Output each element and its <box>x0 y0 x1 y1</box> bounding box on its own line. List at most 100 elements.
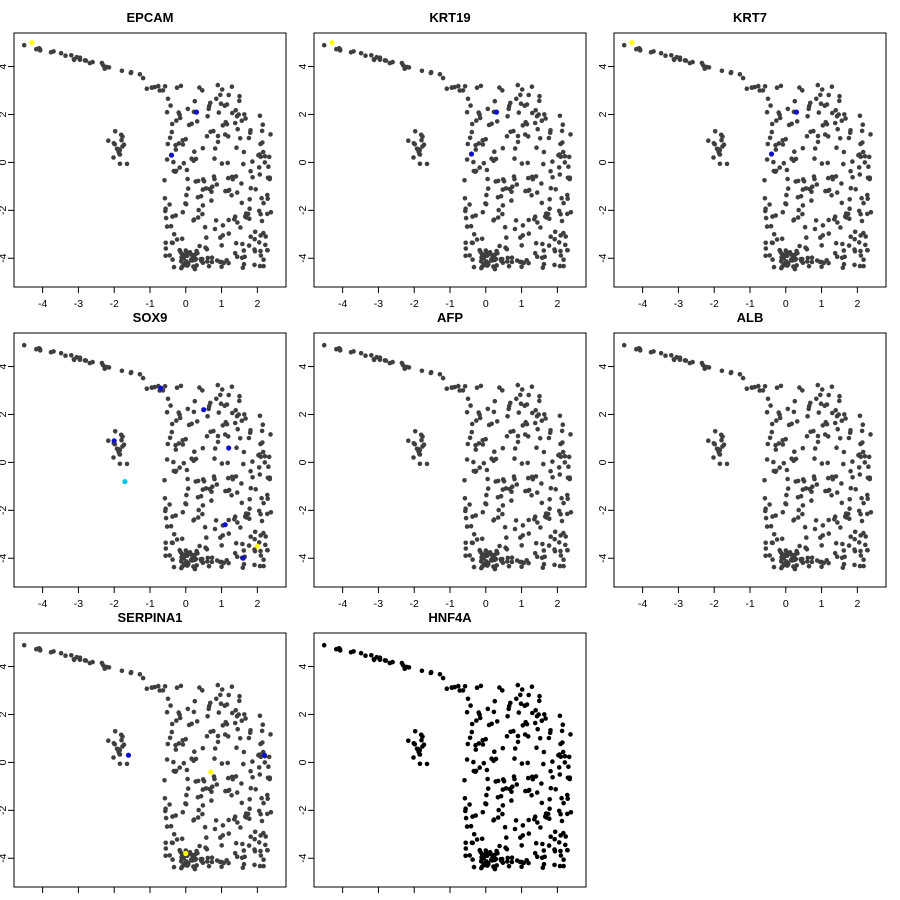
cell-point <box>219 461 225 466</box>
cell-point <box>771 264 777 270</box>
cell-point <box>789 456 794 462</box>
cell-point <box>192 749 197 754</box>
cell-point <box>552 829 558 835</box>
cell-point <box>525 460 530 466</box>
cell-point <box>358 50 364 56</box>
cell-point <box>257 563 263 569</box>
cell-point <box>534 790 540 795</box>
cell-point <box>208 700 213 706</box>
cell-point <box>494 119 500 124</box>
cell-point <box>457 688 463 693</box>
cell-point <box>483 501 489 507</box>
x-tick-label: 0 <box>183 298 189 310</box>
cell-point <box>721 442 727 448</box>
cell-point <box>509 555 515 560</box>
cell-point <box>157 88 162 93</box>
cell-point <box>462 796 468 801</box>
cell-point <box>562 454 568 459</box>
x-tick-label: 1 <box>219 598 225 610</box>
cell-point <box>411 455 416 460</box>
x-tick-label: -1 <box>745 598 754 610</box>
cell-point <box>205 714 210 719</box>
cell-point <box>495 815 501 820</box>
cell-point <box>200 203 206 208</box>
cell-point <box>809 555 815 560</box>
cell-point <box>861 263 866 269</box>
cell-point <box>265 192 270 198</box>
cell-point <box>74 654 79 660</box>
cell-point <box>162 84 168 89</box>
cell-point <box>77 657 83 663</box>
cell-point <box>256 240 262 245</box>
cell-point <box>850 159 855 164</box>
cell-point <box>491 709 497 715</box>
cell-point <box>464 824 470 829</box>
cell-point <box>219 761 225 766</box>
cell-point <box>826 92 831 98</box>
cell-point <box>559 728 565 734</box>
cell-point <box>411 141 417 146</box>
cell-point <box>546 243 552 248</box>
cell-point <box>832 514 838 519</box>
cell-point <box>265 547 270 553</box>
cell-point <box>209 498 214 503</box>
cell-point <box>565 792 570 798</box>
cell-point <box>789 156 794 161</box>
cell-point <box>533 474 539 479</box>
cell-point <box>480 738 486 743</box>
expressing-cell-point <box>261 752 268 758</box>
cell-point <box>189 421 194 427</box>
cell-point <box>196 807 201 813</box>
cell-point <box>719 68 725 74</box>
cell-point <box>232 120 238 126</box>
cell-point <box>497 85 502 90</box>
cell-point <box>559 218 565 224</box>
x-tick-label: 1 <box>219 298 225 310</box>
cell-point <box>485 186 491 191</box>
cell-point <box>174 118 179 123</box>
cell-point <box>195 815 201 820</box>
cell-point <box>506 263 512 269</box>
cell-point <box>217 259 223 265</box>
cell-point <box>779 265 784 271</box>
cell-point <box>524 421 530 427</box>
cell-point <box>866 164 871 169</box>
cell-point <box>565 196 570 201</box>
cell-point <box>763 206 768 211</box>
cell-point <box>170 514 175 519</box>
cell-point <box>563 234 568 239</box>
cell-point <box>509 855 515 860</box>
cell-point <box>842 412 847 417</box>
cell-point <box>162 796 168 801</box>
cell-point <box>793 479 798 484</box>
cell-point <box>852 262 857 268</box>
cell-point <box>171 564 177 570</box>
cell-point <box>793 179 798 184</box>
cell-point <box>757 388 762 393</box>
cell-point <box>500 260 506 266</box>
cell-point <box>865 547 870 553</box>
cell-point <box>819 461 825 466</box>
cell-point <box>837 436 843 441</box>
cell-point <box>209 559 215 565</box>
cell-point <box>500 211 505 217</box>
cell-point <box>862 460 868 465</box>
cell-point <box>857 472 863 477</box>
cell-point <box>234 254 240 260</box>
cell-point <box>712 429 718 434</box>
cell-point <box>706 365 712 370</box>
cell-point <box>514 782 520 787</box>
cell-point <box>118 132 124 138</box>
cell-point <box>399 660 405 666</box>
cell-point <box>556 765 562 770</box>
x-tick-label: -3 <box>74 598 83 610</box>
cell-point <box>239 481 244 486</box>
cell-point <box>526 260 531 266</box>
cell-point <box>835 520 840 525</box>
cell-point <box>565 247 570 253</box>
cell-point <box>489 156 494 161</box>
cell-point <box>241 548 247 553</box>
cell-point <box>226 260 231 266</box>
